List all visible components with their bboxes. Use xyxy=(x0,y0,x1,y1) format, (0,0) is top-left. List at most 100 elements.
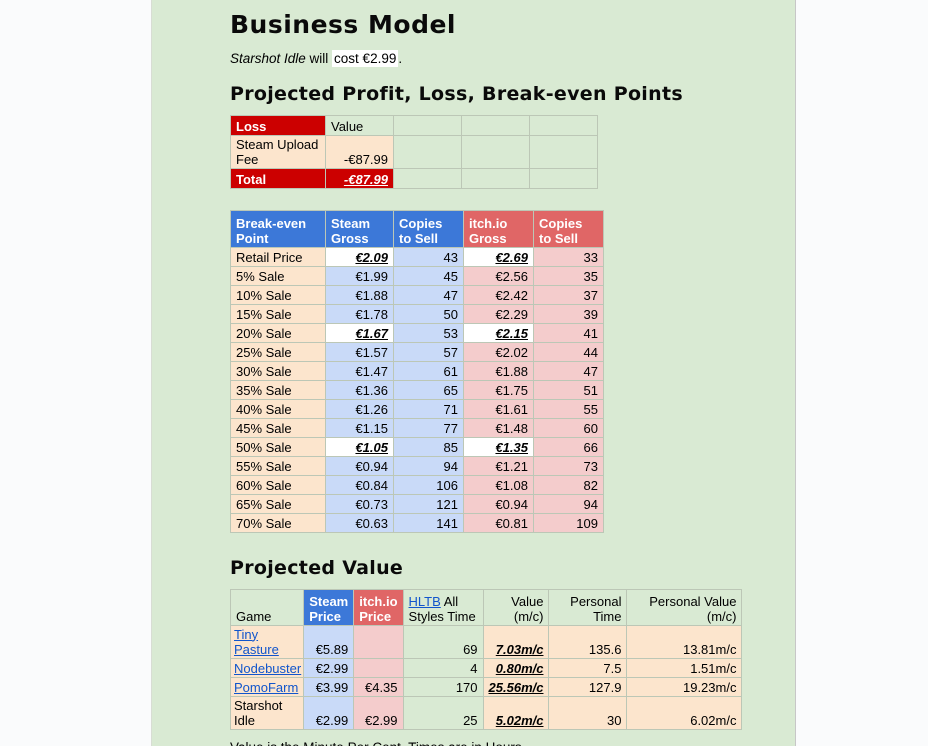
game-name-cell: Starshot Idle xyxy=(229,695,305,730)
breakeven-row: 20% Sale €1.67 53 €2.15 41 xyxy=(230,322,604,343)
breakeven-row: 40% Sale €1.26 71 €1.61 55 xyxy=(230,398,604,419)
intro-tail-text: . xyxy=(398,51,403,66)
fee-label-cell: Steam Upload Fee xyxy=(230,134,326,169)
itch-gross-header: itch.io Gross xyxy=(463,209,534,248)
steam-copies-cell: 43 xyxy=(393,246,464,267)
game-name-cell: Nodebuster xyxy=(229,657,305,678)
steam-copies-cell: 71 xyxy=(393,398,464,419)
itch-gross-cell: €0.94 xyxy=(463,493,534,514)
itch-gross-cell: €1.88 xyxy=(463,360,534,381)
steam-gross-cell: €0.73 xyxy=(325,493,394,514)
itch-price-header: itch.io Price xyxy=(353,588,404,626)
itch-price-cell xyxy=(353,624,404,659)
steam-copies-cell: 61 xyxy=(393,360,464,381)
itch-price-cell: €4.35 xyxy=(353,676,404,697)
steam-gross-cell: €1.67 xyxy=(325,322,394,343)
breakeven-header-row: Break-even Point Steam Gross Copies to S… xyxy=(230,209,604,248)
sale-label-cell: 60% Sale xyxy=(230,474,326,495)
steam-price-cell: €2.99 xyxy=(303,657,355,678)
itch-gross-cell: €2.15 xyxy=(463,322,534,343)
itch-gross-cell: €2.69 xyxy=(463,246,534,267)
empty-cell xyxy=(461,134,530,169)
sale-label-cell: 25% Sale xyxy=(230,341,326,362)
breakeven-row: 30% Sale €1.47 61 €1.88 47 xyxy=(230,360,604,381)
steam-gross-cell: €1.15 xyxy=(325,417,394,438)
game-name-cell: PomoFarm xyxy=(229,676,305,697)
hltb-link[interactable]: HLTB xyxy=(408,593,441,609)
steam-gross-cell: €1.99 xyxy=(325,265,394,286)
steam-gross-cell: €0.94 xyxy=(325,455,394,476)
game-link[interactable]: PomoFarm xyxy=(234,679,299,695)
breakeven-row: 60% Sale €0.84 106 €1.08 82 xyxy=(230,474,604,495)
breakeven-table-body: Retail Price €2.09 43 €2.69 33 5% Sale €1.99 45… xyxy=(230,246,604,533)
value-row: PomoFarm €3.99 €4.35 170 25.56m/c 127.9 19.23m… xyxy=(229,676,743,697)
itch-gross-cell: €1.08 xyxy=(463,474,534,495)
itch-price-cell: €2.99 xyxy=(353,695,404,730)
footnote-text: Value is the Minute Per Cent, Times are … xyxy=(230,740,789,746)
steam-copies-cell: 57 xyxy=(393,341,464,362)
value-mc-header: Value (m/c) xyxy=(482,588,550,626)
itch-gross-cell: €1.48 xyxy=(463,417,534,438)
breakeven-row: 35% Sale €1.36 65 €1.75 51 xyxy=(230,379,604,400)
breakeven-table: Break-even Point Steam Gross Copies to S… xyxy=(230,209,604,533)
itch-copies-cell: 73 xyxy=(533,455,604,476)
steam-copies-cell: 53 xyxy=(393,322,464,343)
itch-copies-cell: 39 xyxy=(533,303,604,324)
loss-header-cell: Loss xyxy=(230,114,326,136)
hltb-time-header: HLTB All Styles Time xyxy=(402,588,484,626)
game-link[interactable]: Tiny Pasture xyxy=(234,626,279,657)
total-row: Total -€87.99 xyxy=(230,167,598,189)
empty-cell xyxy=(393,134,462,169)
personal-value-cell: 1.51m/c xyxy=(626,657,743,678)
empty-cell xyxy=(393,114,462,136)
hltb-time-cell: 170 xyxy=(402,676,484,697)
loss-table: Loss Value Steam Upload Fee -€87.99 xyxy=(230,114,598,189)
breakeven-row: 50% Sale €1.05 85 €1.35 66 xyxy=(230,436,604,457)
steam-gross-cell: €1.88 xyxy=(325,284,394,305)
hltb-time-cell: 4 xyxy=(402,657,484,678)
breakeven-point-header: Break-even Point xyxy=(230,209,326,248)
itch-copies-cell: 55 xyxy=(533,398,604,419)
steam-upload-fee-row: Steam Upload Fee -€87.99 xyxy=(230,134,598,169)
steam-gross-header: Steam Gross xyxy=(325,209,394,248)
game-link[interactable]: Nodebuster xyxy=(234,660,302,676)
empty-cell xyxy=(529,167,598,189)
game-name-cell: Tiny Pasture xyxy=(229,624,305,659)
game-header: Game xyxy=(229,588,305,626)
itch-price-cell xyxy=(353,657,404,678)
section-title-value: Projected Value xyxy=(230,556,404,579)
sale-label-cell: 20% Sale xyxy=(230,322,326,343)
value-mc-cell: 25.56m/c xyxy=(482,676,550,697)
itch-gross-cell: €1.21 xyxy=(463,455,534,476)
itch-copies-header: Copies to Sell xyxy=(533,209,604,248)
hltb-header-rest: All Styles Time xyxy=(408,593,476,624)
itch-gross-cell: €2.29 xyxy=(463,303,534,324)
sale-label-cell: 45% Sale xyxy=(230,417,326,438)
value-row: Nodebuster €2.99 4 0.80m/c 7.5 1.51m/c xyxy=(229,657,743,678)
steam-gross-cell: €1.47 xyxy=(325,360,394,381)
sale-label-cell: 15% Sale xyxy=(230,303,326,324)
itch-gross-cell: €2.56 xyxy=(463,265,534,286)
breakeven-row: 5% Sale €1.99 45 €2.56 35 xyxy=(230,265,604,286)
page-title: Business Model xyxy=(230,10,456,39)
value-row: Starshot Idle €2.99 €2.99 25 5.02m/c 30 6.02m/… xyxy=(229,695,743,730)
breakeven-row: 55% Sale €0.94 94 €1.21 73 xyxy=(230,455,604,476)
price-highlight: cost €2.99 xyxy=(332,50,399,67)
itch-gross-cell: €1.75 xyxy=(463,379,534,400)
empty-cell xyxy=(529,134,598,169)
personal-value-cell: 6.02m/c xyxy=(626,695,743,730)
game-name-text: Starshot Idle xyxy=(230,51,306,66)
personal-time-cell: 30 xyxy=(548,695,628,730)
steam-gross-cell: €1.78 xyxy=(325,303,394,324)
breakeven-row: 15% Sale €1.78 50 €2.29 39 xyxy=(230,303,604,324)
steam-copies-cell: 50 xyxy=(393,303,464,324)
steam-gross-cell: €1.36 xyxy=(325,379,394,400)
steam-copies-cell: 94 xyxy=(393,455,464,476)
steam-gross-cell: €2.09 xyxy=(325,246,394,267)
sale-label-cell: 40% Sale xyxy=(230,398,326,419)
sale-label-cell: 50% Sale xyxy=(230,436,326,457)
personal-time-cell: 135.6 xyxy=(548,624,628,659)
steam-copies-cell: 77 xyxy=(393,417,464,438)
personal-time-header: Personal Time xyxy=(548,588,628,626)
